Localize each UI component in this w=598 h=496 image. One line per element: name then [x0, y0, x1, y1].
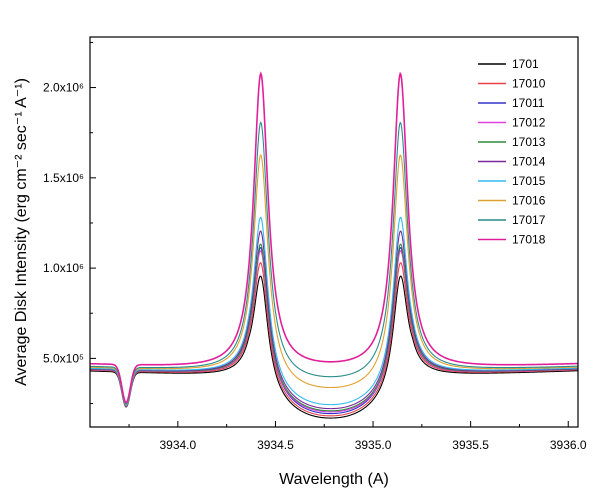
y-tick-label: 5.0x10⁵: [43, 351, 84, 365]
series-line-1701: [89, 275, 579, 419]
series-line-17016: [89, 153, 579, 406]
series-line-17013: [89, 243, 579, 412]
legend-label-1701: 1701: [512, 57, 539, 71]
x-tick-label: 3935.0: [355, 438, 392, 452]
plot-area: [89, 71, 579, 419]
series-line-17017: [89, 121, 579, 405]
x-axis-title: Wavelength (A): [279, 471, 389, 488]
x-axis: 3934.0 3934.5 3935.0 3935.5 3936.0: [128, 421, 587, 452]
y-axis: 5.0x10⁵ 1.0x10⁶ 1.5x10⁶ 2.0x10⁶: [43, 41, 96, 405]
y-tick-label: 1.0x10⁶: [43, 261, 84, 275]
y-tick-label: 2.0x10⁶: [43, 81, 84, 95]
y-tick-label: 1.5x10⁶: [43, 171, 84, 185]
series-line-17014: [89, 230, 579, 410]
x-tick-label: 3934.0: [159, 438, 196, 452]
legend-label-17015: 17015: [512, 174, 546, 188]
x-tick-label: 3936.0: [550, 438, 587, 452]
plot-frame: [89, 36, 579, 428]
legend-label-17017: 17017: [512, 213, 546, 227]
x-tick-label: 3934.5: [257, 438, 294, 452]
legend-label-17018: 17018: [512, 233, 546, 247]
series-line-17010: [89, 262, 579, 417]
y-axis-title: Average Disk Intensity (erg cm⁻² sec⁻¹ A…: [13, 78, 30, 386]
legend-label-17012: 17012: [512, 116, 546, 130]
series-line-17015: [89, 216, 579, 407]
legend-label-17011: 17011: [512, 96, 545, 110]
legend-label-17016: 17016: [512, 194, 546, 208]
series-line-17011: [89, 246, 579, 415]
x-tick-label: 3935.5: [452, 438, 489, 452]
legend-label-17014: 17014: [512, 155, 546, 169]
legend-label-17013: 17013: [512, 135, 546, 149]
legend: 1701 17010 17011 17012 17013 17014 17015 17016 1…: [478, 57, 546, 247]
legend-label-17010: 17010: [512, 77, 546, 91]
series-line-17018: [89, 71, 579, 404]
